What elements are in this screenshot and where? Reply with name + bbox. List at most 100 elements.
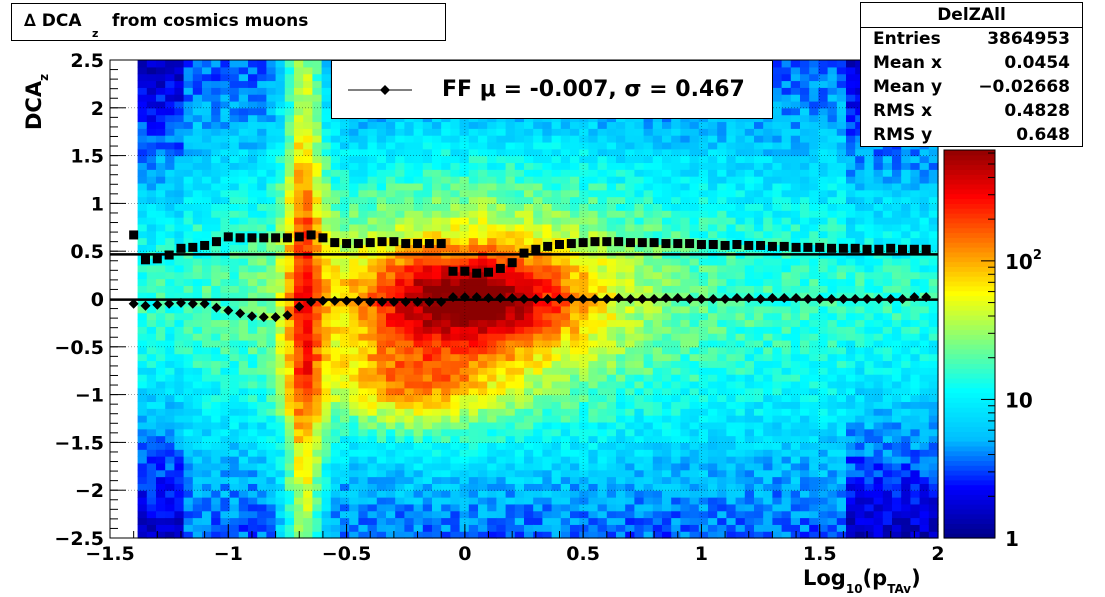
heatmap-cell: [321, 189, 332, 198]
heatmap-cell: [432, 456, 442, 464]
heatmap-cell: [192, 162, 203, 170]
heatmap-cell: [680, 510, 691, 519]
heatmap-cell: [257, 80, 267, 88]
heatmap-cell: [524, 421, 534, 430]
heatmap-cell: [671, 333, 681, 341]
heatmap-cell: [349, 387, 359, 396]
heatmap-cell: [395, 292, 405, 300]
heatmap-cell: [238, 148, 249, 157]
heatmap-cell: [560, 312, 571, 321]
heatmap-cell: [229, 346, 240, 355]
heatmap-cell: [496, 258, 507, 266]
heatmap-cell: [349, 456, 359, 464]
heatmap-cell: [671, 278, 681, 286]
heatmap-cell: [634, 415, 645, 423]
heatmap-cell: [643, 299, 654, 307]
heatmap-cell: [248, 333, 258, 341]
heatmap-cell: [192, 326, 203, 334]
heatmap-cell: [744, 210, 755, 218]
heatmap-cell: [606, 141, 617, 150]
heatmap-cell: [459, 360, 470, 368]
heatmap-cell: [597, 428, 608, 437]
heatmap-cell: [588, 353, 599, 362]
heatmap-cell: [358, 469, 369, 478]
heatmap-cell: [570, 367, 580, 375]
heatmap-cell: [312, 244, 323, 252]
heatmap-cell: [284, 196, 295, 204]
heatmap-cell: [330, 217, 341, 225]
heatmap-cell: [174, 182, 185, 191]
heatmap-cell: [634, 182, 645, 191]
heatmap-cell: [294, 264, 304, 273]
heatmap-cell: [643, 292, 654, 300]
heatmap-cell: [781, 135, 792, 143]
heatmap-cell: [202, 87, 212, 95]
heatmap-cell: [478, 271, 488, 280]
heatmap-cell: [146, 278, 157, 286]
heatmap-cell: [183, 428, 194, 437]
heatmap-cell: [662, 374, 672, 382]
heatmap-cell: [192, 299, 203, 307]
heatmap-cell: [312, 162, 323, 170]
heatmap-cell: [367, 401, 378, 409]
heatmap-cell: [349, 210, 359, 218]
heatmap-cell: [376, 189, 387, 198]
heatmap-cell: [726, 305, 737, 314]
heatmap-cell: [671, 360, 681, 368]
heatmap-cell: [496, 435, 507, 443]
heatmap-cell: [717, 176, 727, 184]
heatmap-cell: [717, 510, 727, 519]
heatmap-cell: [386, 326, 396, 334]
heatmap-cell: [698, 312, 709, 321]
heatmap-cell: [643, 387, 654, 396]
heatmap-cell: [588, 387, 599, 396]
heatmap-cell: [662, 196, 672, 204]
heatmap-cell: [505, 264, 516, 273]
heatmap-cell: [266, 305, 277, 314]
heatmap-cell: [487, 367, 497, 375]
heatmap-cell: [662, 428, 672, 437]
heatmap-cell: [202, 497, 212, 505]
heatmap-cell: [708, 387, 718, 396]
heatmap-cell: [505, 408, 516, 416]
heatmap-cell: [634, 203, 645, 211]
heatmap-cell: [284, 305, 295, 314]
heatmap-cell: [542, 442, 553, 450]
heatmap-cell: [606, 394, 617, 403]
heatmap-cell: [662, 435, 672, 443]
heatmap-cell: [146, 285, 157, 293]
heatmap-cell: [533, 326, 543, 334]
heatmap-cell: [275, 346, 286, 355]
heatmap-cell: [717, 469, 727, 478]
heatmap-cell: [652, 264, 663, 273]
heatmap-cell: [735, 497, 746, 505]
heatmap-cell: [294, 189, 304, 198]
heatmap-cell: [432, 121, 442, 129]
heatmap-cell: [349, 490, 359, 498]
heatmap-cell: [671, 415, 681, 423]
heatmap-cell: [238, 66, 249, 75]
heatmap-cell: [174, 517, 185, 525]
heatmap-cell: [616, 271, 626, 280]
heatmap-cell: [542, 162, 553, 170]
heatmap-cell: [202, 230, 212, 239]
heatmap-cell: [294, 121, 304, 129]
heatmap-cell: [312, 469, 323, 478]
heatmap-cell: [671, 367, 681, 375]
heatmap-cell: [698, 387, 709, 396]
heatmap-cell: [257, 476, 267, 484]
heatmap-cell: [432, 285, 442, 293]
heatmap-cell: [662, 353, 672, 362]
heatmap-cell: [229, 121, 240, 129]
heatmap-cell: [340, 326, 350, 334]
heatmap-cell: [698, 483, 709, 491]
heatmap-cell: [165, 114, 175, 123]
heatmap-cell: [643, 223, 654, 232]
heatmap-cell: [312, 258, 323, 266]
heatmap-cell: [588, 176, 599, 184]
heatmap-cell: [551, 141, 562, 150]
heatmap-cell: [432, 442, 442, 450]
heatmap-cell: [717, 428, 727, 437]
heatmap-cell: [689, 148, 700, 157]
heatmap-cell: [570, 517, 580, 525]
